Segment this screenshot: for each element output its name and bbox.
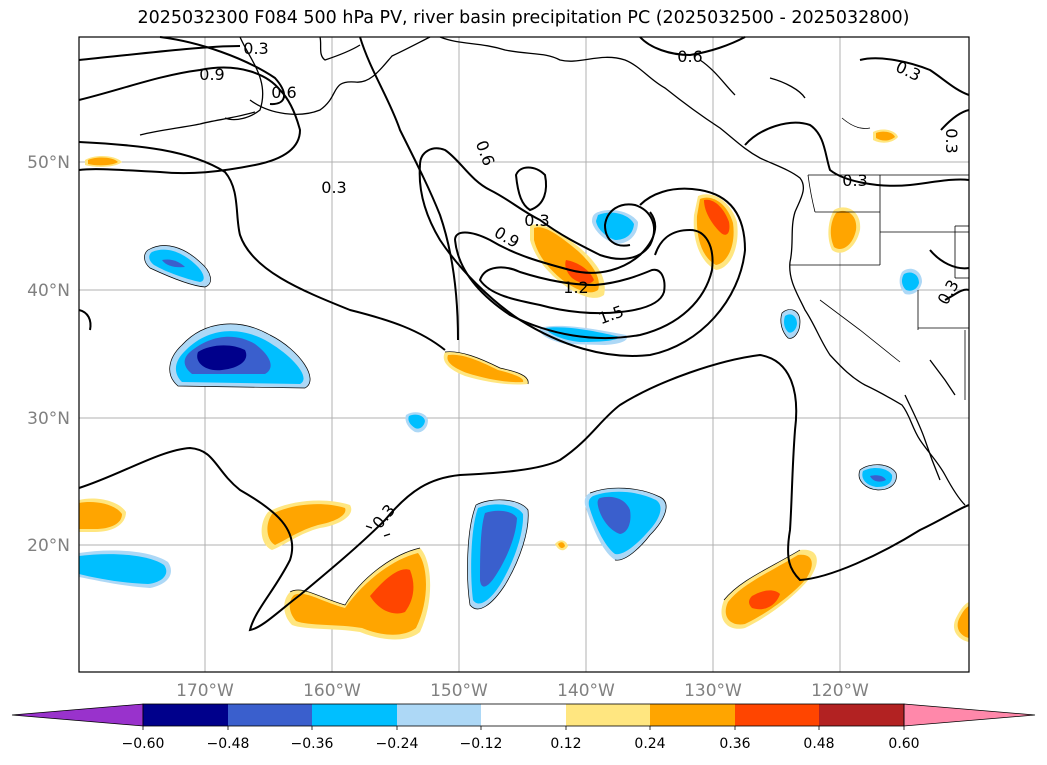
colorbar-tick: −0.36 bbox=[291, 736, 334, 752]
precip-shading bbox=[79, 129, 969, 642]
contour-label: 0.3 bbox=[368, 501, 399, 533]
contour-label: 1.2 bbox=[563, 278, 588, 297]
colorbar-tick: −0.60 bbox=[122, 736, 165, 752]
colorbar: −0.60 −0.48 −0.36 −0.24 −0.12 0.12 0.24 … bbox=[11, 703, 1036, 752]
colorbar-tick: −0.24 bbox=[376, 736, 419, 752]
map-frame bbox=[78, 36, 970, 673]
colorbar-tick: 0.12 bbox=[550, 736, 581, 752]
contour-label: 0.6 bbox=[472, 138, 499, 168]
contour-label: 0.6 bbox=[677, 47, 702, 66]
lat-label-20n: 20°N bbox=[27, 536, 70, 556]
colorbar-bin bbox=[228, 704, 312, 726]
lon-label-160w: 160°W bbox=[303, 681, 361, 701]
lon-label-130w: 130°W bbox=[684, 681, 742, 701]
coastlines bbox=[139, 36, 966, 537]
contour-label: 1.5 bbox=[596, 302, 626, 329]
colorbar-bin bbox=[481, 704, 566, 726]
colorbar-tick: −0.12 bbox=[460, 736, 503, 752]
contour-label: 0.9 bbox=[491, 223, 523, 252]
lon-label-150w: 150°W bbox=[430, 681, 488, 701]
lat-label-50n: 50°N bbox=[27, 153, 70, 173]
colorbar-tick: 0.48 bbox=[803, 736, 834, 752]
contour-label: 0.3 bbox=[842, 171, 867, 190]
colorbar-extend-low bbox=[11, 703, 144, 727]
lon-label-140w: 140°W bbox=[557, 681, 615, 701]
admin-borders bbox=[790, 117, 969, 400]
colorbar-bin bbox=[397, 704, 481, 726]
colorbar-tick: 0.36 bbox=[719, 736, 750, 752]
contour-label: 0.3 bbox=[243, 39, 268, 58]
lat-label-30n: 30°N bbox=[27, 409, 70, 429]
colorbar-extend-high bbox=[903, 703, 1036, 727]
chart-title: 2025032300 F084 500 hPa PV, river basin … bbox=[137, 8, 910, 28]
contour-labels: 0.3 0.9 0.6 0.3 0.6 0.3 0.9 1.2 1.5 0.6 … bbox=[199, 39, 963, 532]
colorbar-tick: −0.48 bbox=[207, 736, 250, 752]
colorbar-bin bbox=[650, 704, 735, 726]
pv-contours bbox=[78, 36, 970, 632]
colorbar-tick: 0.60 bbox=[888, 736, 919, 752]
lat-label-40n: 40°N bbox=[27, 281, 70, 301]
lon-label-120w: 120°W bbox=[811, 681, 869, 701]
colorbar-tick: 0.24 bbox=[634, 736, 665, 752]
contour-label: 0.6 bbox=[271, 83, 296, 102]
contour-label: 0.3 bbox=[321, 178, 346, 197]
contour-label: 0.3 bbox=[934, 276, 963, 308]
colorbar-bin bbox=[312, 704, 397, 726]
contour-label: 0.3 bbox=[942, 128, 961, 153]
contour-label: 0.9 bbox=[199, 65, 224, 84]
colorbar-bin bbox=[735, 704, 819, 726]
colorbar-bin bbox=[566, 704, 650, 726]
colorbar-bin bbox=[143, 704, 228, 726]
contour-label: 0.3 bbox=[524, 211, 549, 230]
colorbar-bin bbox=[819, 704, 904, 726]
lon-label-170w: 170°W bbox=[176, 681, 234, 701]
